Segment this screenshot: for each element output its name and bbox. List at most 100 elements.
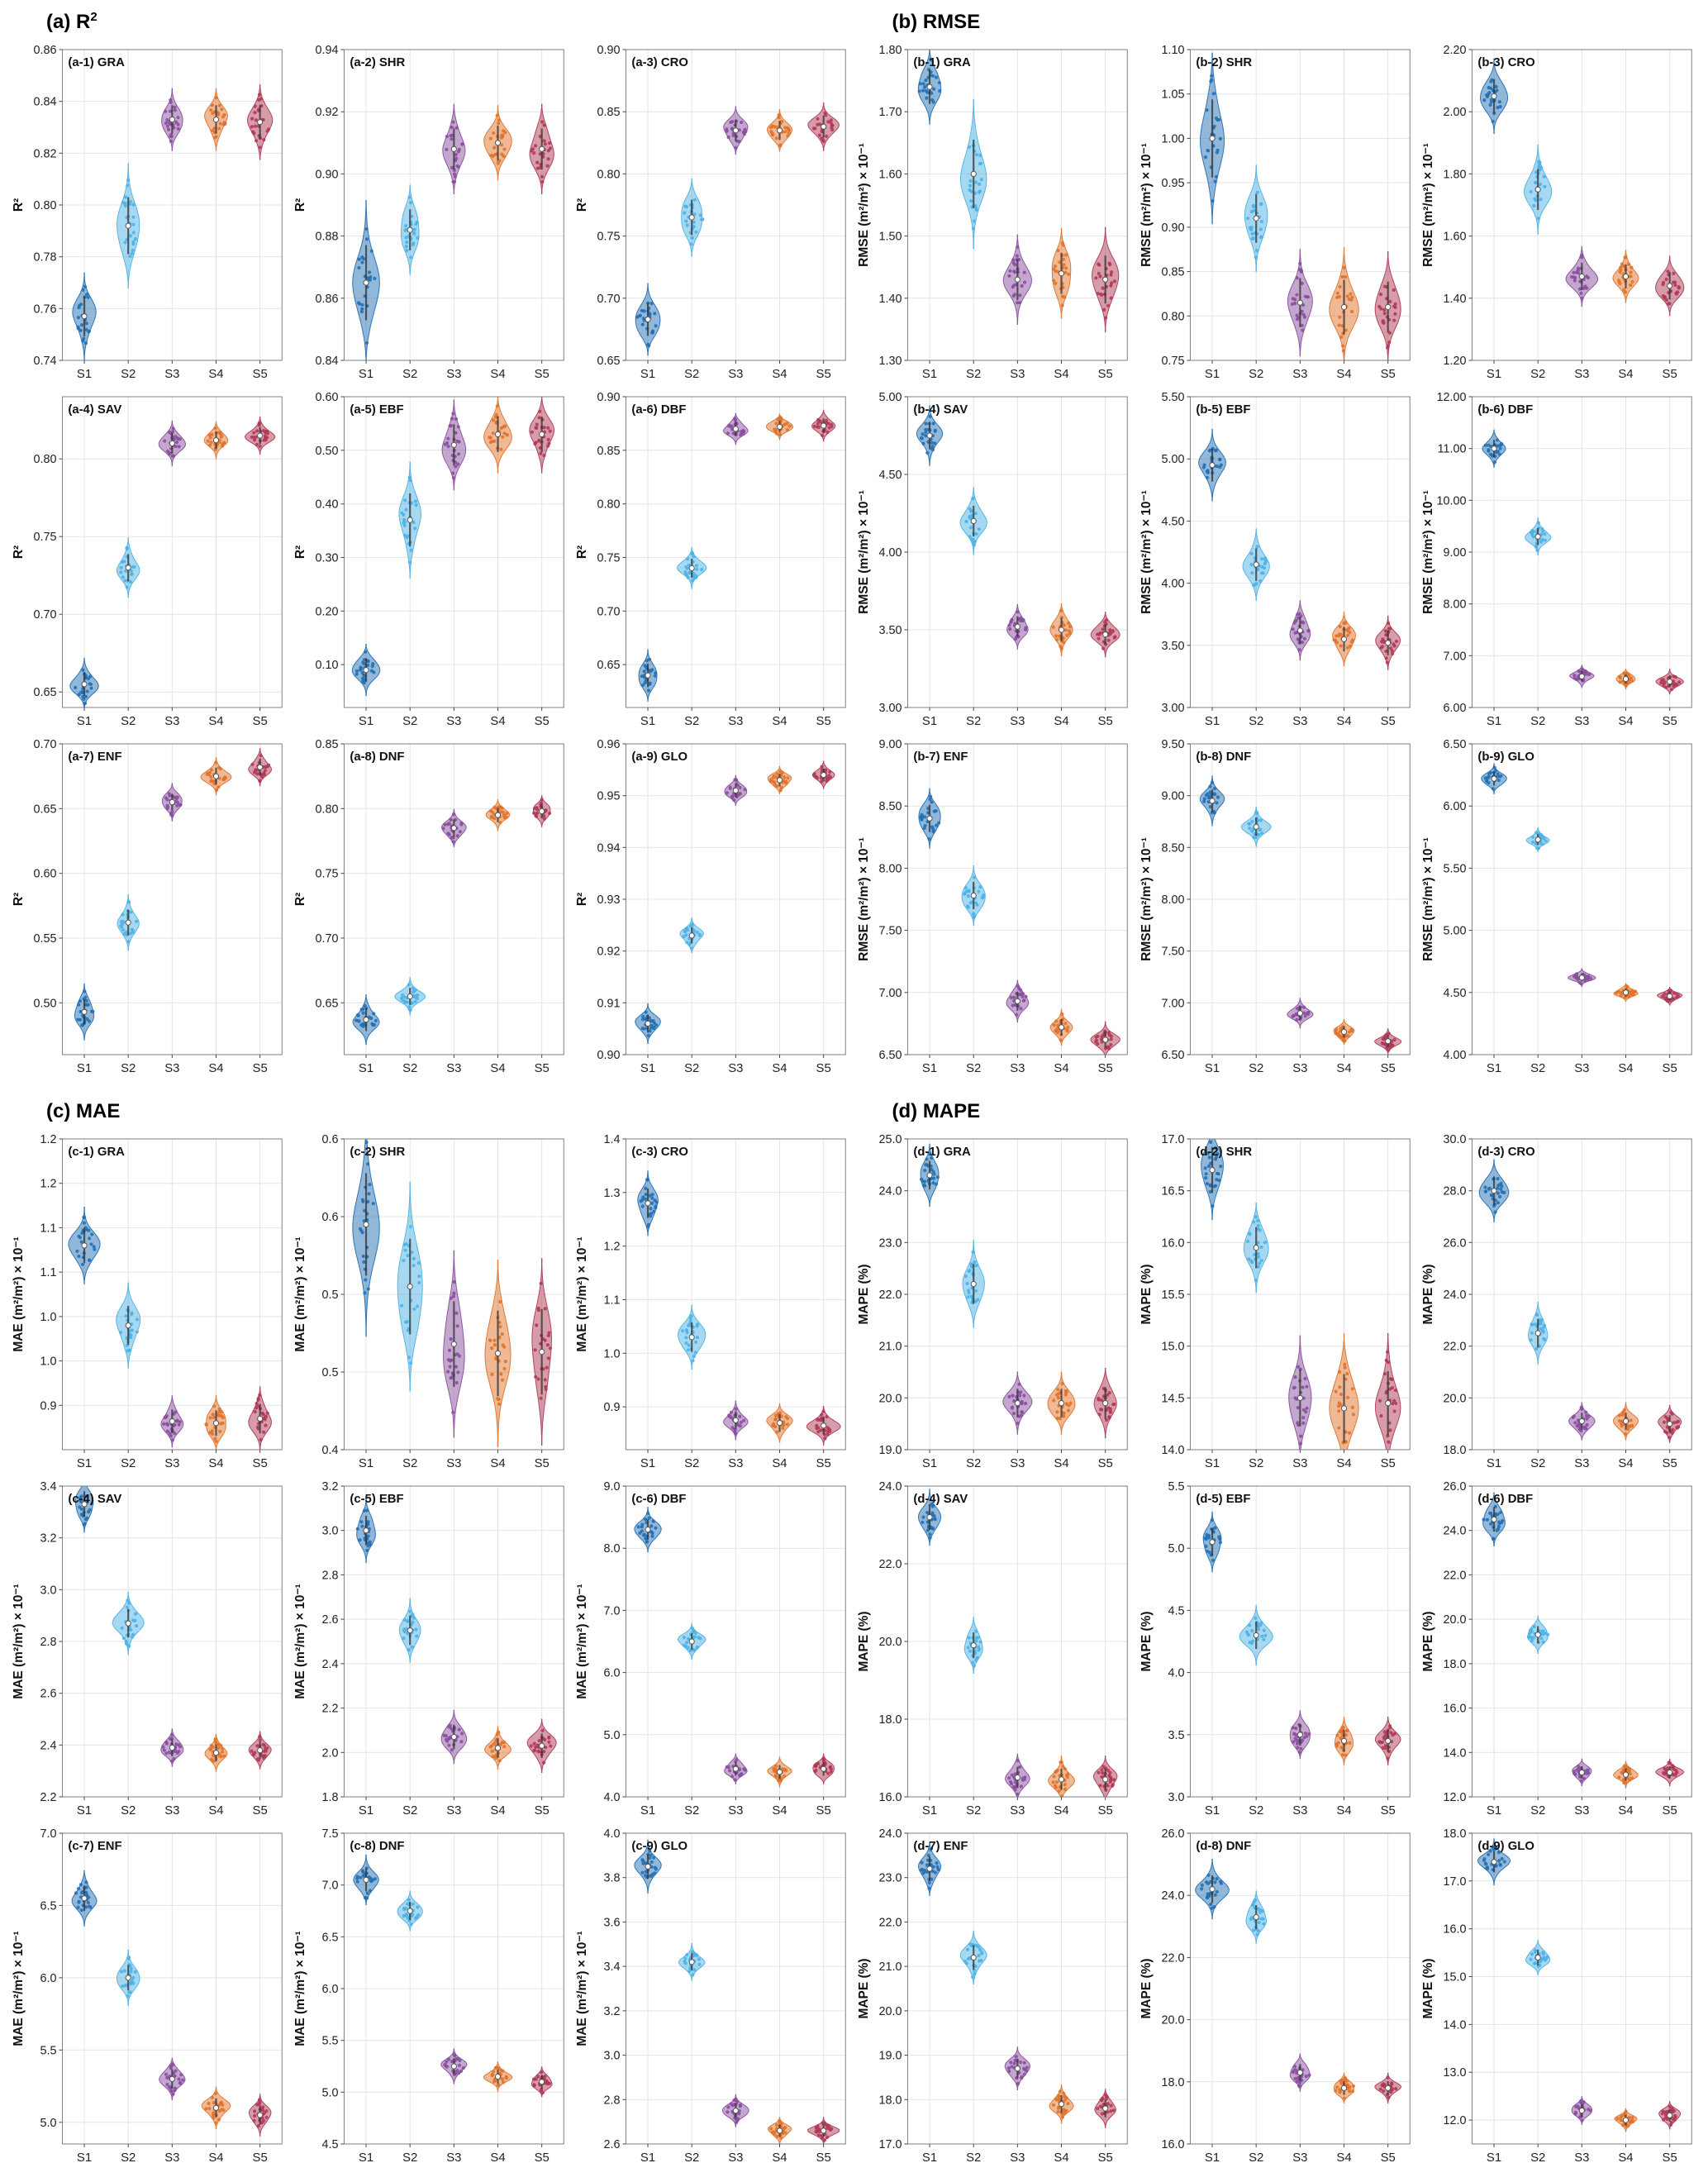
median-dot <box>1102 1036 1109 1043</box>
median-dot <box>1059 626 1065 633</box>
subplot-label: (c-3) CRO <box>632 1145 689 1159</box>
median-dot <box>1059 1400 1065 1407</box>
sample-points <box>530 120 553 184</box>
svg-text:S4: S4 <box>773 714 787 728</box>
x-axis: S1 S2 S3 S4 S5 <box>640 707 831 728</box>
svg-text:S1: S1 <box>922 714 937 728</box>
subplot-b-4: 3.00 3.50 4.00 4.50 5.00 S1 S2 S3 S4 S5 RMSE (m²/m… <box>854 390 1135 737</box>
violin-s5 <box>248 1731 272 1770</box>
svg-text:S2: S2 <box>1530 714 1545 728</box>
violin-s3 <box>440 1709 468 1765</box>
subplot-label: (c-6) DBF <box>632 1492 687 1506</box>
violins <box>1202 1512 1401 1765</box>
y-axis: 6.00 7.00 8.00 9.00 10.00 11.00 12.00 <box>1436 391 1472 715</box>
violins <box>72 84 274 360</box>
median-dot <box>1253 1632 1259 1639</box>
violin-s2 <box>677 547 707 589</box>
x-axis: S1 S2 S3 S4 S5 <box>640 1450 831 1470</box>
violin-s2 <box>1245 1890 1267 1944</box>
y-axis: 0.75 0.80 0.85 0.90 0.95 1.00 1.05 1.10 <box>1161 44 1191 368</box>
violin-s1 <box>1477 1838 1511 1885</box>
panel-c-title-text: (c) MAE <box>46 1100 121 1122</box>
svg-text:S4: S4 <box>1336 367 1351 381</box>
median-dot <box>212 117 220 123</box>
median-dot <box>169 1744 175 1751</box>
subplot-label: (b-7) ENF <box>914 750 968 764</box>
violin-s3 <box>158 420 186 466</box>
subplot-canvas-c-3: 0.9 1.0 1.1 1.2 1.3 1.4 S1 S2 S3 S4 S5 MAE (m²/m²) … <box>575 1133 847 1470</box>
svg-text:S2: S2 <box>121 714 136 728</box>
subplot-canvas-d-9: 12.013.014.015.016.017.018.0 S1 S2 S3 S4 S5 MA… <box>1421 1827 1692 2165</box>
violin-s4 <box>483 105 512 181</box>
y-axis-label: MAE (m²/m²) × 10⁻¹ <box>12 1236 26 1351</box>
subplot-label: (a-7) ENF <box>68 750 121 764</box>
median-dot <box>1253 215 1259 222</box>
svg-text:12.00: 12.00 <box>1436 391 1466 404</box>
subplot-canvas-b-5: 3.00 3.50 4.00 4.50 5.00 5.50 S1 S2 S3 S4 S5 RMSE (… <box>1139 391 1411 728</box>
subplot-b-7: 6.50 7.00 7.50 8.00 8.50 9.00 S1 S2 S3 S4 S5 RMSE (… <box>854 737 1135 1084</box>
svg-text:S4: S4 <box>1336 714 1351 728</box>
median-dot <box>539 1742 545 1749</box>
violin-s4 <box>767 109 793 152</box>
sample-points <box>814 2121 834 2142</box>
svg-text:0.10: 0.10 <box>316 659 339 672</box>
violin-s5 <box>530 2066 553 2098</box>
svg-text:S1: S1 <box>1487 367 1501 381</box>
subplot-d-4: 16.0 18.0 20.0 22.0 24.0 S1 S2 S3 S4 S5 MAPE (%) (d… <box>854 1479 1135 1827</box>
svg-text:1.80: 1.80 <box>1443 168 1466 181</box>
median-dot <box>1102 1400 1109 1407</box>
violin-s1 <box>352 1139 380 1337</box>
svg-text:4.00: 4.00 <box>879 546 902 560</box>
svg-text:S1: S1 <box>77 1456 92 1470</box>
median-dot <box>1384 640 1391 646</box>
subplot-label: (d-6) DBF <box>1477 1492 1533 1506</box>
violin-s1 <box>916 405 944 466</box>
sample-points <box>1096 618 1118 650</box>
sample-points <box>636 1511 658 1544</box>
svg-text:7.50: 7.50 <box>1161 946 1184 959</box>
svg-text:5.00: 5.00 <box>1161 453 1184 466</box>
svg-text:S4: S4 <box>1618 1061 1633 1075</box>
y-axis-label: R² <box>293 893 307 906</box>
sample-points <box>963 1942 984 1980</box>
svg-text:1.60: 1.60 <box>1443 231 1466 244</box>
violin-s5 <box>526 1718 557 1773</box>
subplot-canvas-c-8: 4.55.05.56.06.57.07.5 S1 S2 S3 S4 S5 MAE (m²/m… <box>293 1827 564 2165</box>
median-dot <box>821 1422 827 1429</box>
sample-points <box>1377 284 1397 350</box>
x-axis: S1 S2 S3 S4 S5 <box>640 1797 831 1818</box>
svg-text:0.65: 0.65 <box>34 686 57 699</box>
subplot-d-5: 3.0 3.5 4.0 4.5 5.0 5.5 S1 S2 S3 S4 S5 MAPE (%) (d-5… <box>1136 1479 1418 1827</box>
y-axis-label: MAE (m²/m²) × 10⁻¹ <box>293 1236 307 1351</box>
x-axis: S1 S2 S3 S4 S5 <box>359 360 550 381</box>
violins <box>634 1839 840 2144</box>
y-axis-label: R² <box>12 198 26 212</box>
svg-text:20.0: 20.0 <box>1443 1392 1466 1405</box>
median-dot <box>1666 2112 1673 2118</box>
svg-text:0.75: 0.75 <box>316 868 339 881</box>
svg-text:S5: S5 <box>1662 367 1677 381</box>
subplot-a-6: 0.65 0.70 0.75 0.80 0.85 0.90 S1 S2 S3 S4 S5 R² (a-6… <box>572 390 854 737</box>
subplot-label: (b-8) DNF <box>1196 750 1251 764</box>
sample-points <box>1334 1362 1355 1445</box>
svg-text:7.50: 7.50 <box>879 925 902 938</box>
median-dot <box>733 2108 740 2114</box>
median-dot <box>125 1975 131 1981</box>
svg-text:S3: S3 <box>164 1456 179 1470</box>
median-dot <box>1622 1417 1629 1425</box>
median-dot <box>495 431 502 438</box>
violin-s3 <box>1005 1753 1031 1797</box>
violin-s1 <box>1202 1512 1222 1573</box>
subplot-label: (a-5) EBF <box>350 403 404 417</box>
y-axis-label: MAE (m²/m²) × 10⁻¹ <box>293 1584 307 1698</box>
subplot-c-1: 0.9 1.0 1.0 1.1 1.1 1.2 1.2 S1 S2 S3 S4 S5 MAE (m²/m… <box>8 1132 290 1479</box>
subplot-b-5: 3.00 3.50 4.00 4.50 5.00 5.50 S1 S2 S3 S4 S5 RMSE (… <box>1136 390 1418 737</box>
svg-text:S1: S1 <box>1205 367 1220 381</box>
svg-text:S5: S5 <box>1380 367 1395 381</box>
svg-text:0.6: 0.6 <box>322 1211 339 1224</box>
median-dot <box>1666 283 1673 289</box>
violins <box>352 1139 553 1447</box>
median-dot <box>450 145 458 152</box>
violin-s3 <box>1289 1710 1311 1760</box>
